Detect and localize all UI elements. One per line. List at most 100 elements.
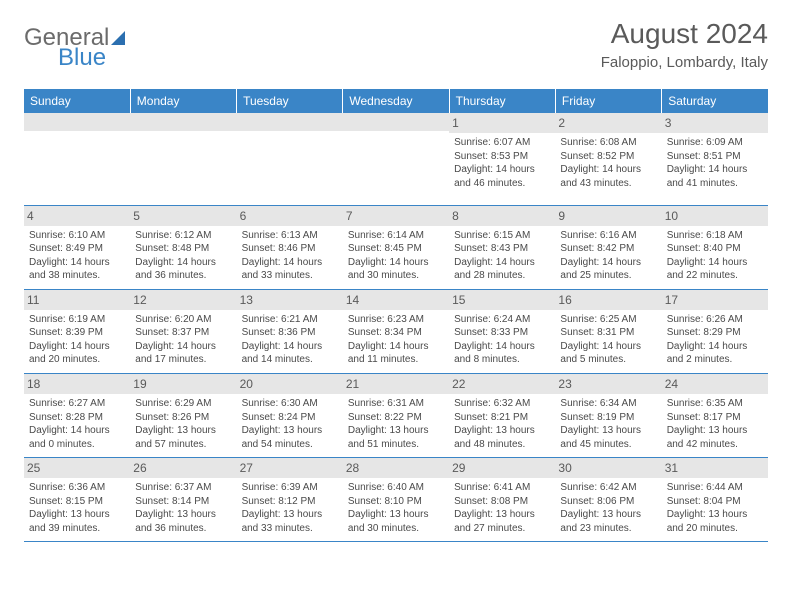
calendar-week-row: 1Sunrise: 6:07 AMSunset: 8:53 PMDaylight… bbox=[24, 113, 768, 205]
calendar-day-cell: 6Sunrise: 6:13 AMSunset: 8:46 PMDaylight… bbox=[237, 205, 343, 289]
sunset-text: Sunset: 8:17 PM bbox=[667, 411, 763, 425]
sunrise-text: Sunrise: 6:35 AM bbox=[667, 397, 763, 411]
sunrise-text: Sunrise: 6:26 AM bbox=[667, 313, 763, 327]
sunrise-text: Sunrise: 6:25 AM bbox=[560, 313, 656, 327]
sunset-text: Sunset: 8:04 PM bbox=[667, 495, 763, 509]
day-number: 28 bbox=[343, 458, 449, 478]
sunset-text: Sunset: 8:10 PM bbox=[348, 495, 444, 509]
calendar-day-cell: 21Sunrise: 6:31 AMSunset: 8:22 PMDayligh… bbox=[343, 373, 449, 457]
calendar-day-cell: 10Sunrise: 6:18 AMSunset: 8:40 PMDayligh… bbox=[662, 205, 768, 289]
sunrise-text: Sunrise: 6:18 AM bbox=[667, 229, 763, 243]
daylight-text: Daylight: 13 hours and 33 minutes. bbox=[242, 508, 338, 535]
sunset-text: Sunset: 8:24 PM bbox=[242, 411, 338, 425]
sunset-text: Sunset: 8:15 PM bbox=[29, 495, 125, 509]
sunset-text: Sunset: 8:33 PM bbox=[454, 326, 550, 340]
weekday-header: Tuesday bbox=[237, 89, 343, 113]
sunrise-text: Sunrise: 6:19 AM bbox=[29, 313, 125, 327]
sunset-text: Sunset: 8:52 PM bbox=[560, 150, 656, 164]
sunset-text: Sunset: 8:49 PM bbox=[29, 242, 125, 256]
sunrise-text: Sunrise: 6:15 AM bbox=[454, 229, 550, 243]
sunset-text: Sunset: 8:08 PM bbox=[454, 495, 550, 509]
daylight-text: Daylight: 14 hours and 5 minutes. bbox=[560, 340, 656, 367]
daylight-text: Daylight: 13 hours and 48 minutes. bbox=[454, 424, 550, 451]
weekday-header: Saturday bbox=[662, 89, 768, 113]
sunrise-text: Sunrise: 6:20 AM bbox=[135, 313, 231, 327]
sunset-text: Sunset: 8:40 PM bbox=[667, 242, 763, 256]
sunrise-text: Sunrise: 6:39 AM bbox=[242, 481, 338, 495]
day-number: 11 bbox=[24, 290, 130, 310]
daylight-text: Daylight: 14 hours and 41 minutes. bbox=[667, 163, 763, 190]
day-number: 27 bbox=[237, 458, 343, 478]
calendar-day-cell: 20Sunrise: 6:30 AMSunset: 8:24 PMDayligh… bbox=[237, 373, 343, 457]
calendar-day-cell: 11Sunrise: 6:19 AMSunset: 8:39 PMDayligh… bbox=[24, 289, 130, 373]
daylight-text: Daylight: 14 hours and 2 minutes. bbox=[667, 340, 763, 367]
sunset-text: Sunset: 8:28 PM bbox=[29, 411, 125, 425]
sunrise-text: Sunrise: 6:12 AM bbox=[135, 229, 231, 243]
day-number: 5 bbox=[130, 206, 236, 226]
day-number: 17 bbox=[662, 290, 768, 310]
sunrise-text: Sunrise: 6:07 AM bbox=[454, 136, 550, 150]
day-number: 16 bbox=[555, 290, 661, 310]
weekday-header-row: Sunday Monday Tuesday Wednesday Thursday… bbox=[24, 89, 768, 113]
sunrise-text: Sunrise: 6:31 AM bbox=[348, 397, 444, 411]
day-number-empty bbox=[24, 113, 130, 131]
sunset-text: Sunset: 8:29 PM bbox=[667, 326, 763, 340]
sunset-text: Sunset: 8:22 PM bbox=[348, 411, 444, 425]
calendar-day-cell: 22Sunrise: 6:32 AMSunset: 8:21 PMDayligh… bbox=[449, 373, 555, 457]
calendar-day-cell bbox=[237, 113, 343, 205]
sunrise-text: Sunrise: 6:41 AM bbox=[454, 481, 550, 495]
daylight-text: Daylight: 14 hours and 38 minutes. bbox=[29, 256, 125, 283]
day-number: 2 bbox=[555, 113, 661, 133]
sunrise-text: Sunrise: 6:10 AM bbox=[29, 229, 125, 243]
daylight-text: Daylight: 13 hours and 39 minutes. bbox=[29, 508, 125, 535]
calendar-day-cell bbox=[343, 113, 449, 205]
sunrise-text: Sunrise: 6:16 AM bbox=[560, 229, 656, 243]
daylight-text: Daylight: 13 hours and 30 minutes. bbox=[348, 508, 444, 535]
daylight-text: Daylight: 14 hours and 25 minutes. bbox=[560, 256, 656, 283]
calendar-day-cell: 9Sunrise: 6:16 AMSunset: 8:42 PMDaylight… bbox=[555, 205, 661, 289]
calendar-day-cell: 14Sunrise: 6:23 AMSunset: 8:34 PMDayligh… bbox=[343, 289, 449, 373]
sunset-text: Sunset: 8:42 PM bbox=[560, 242, 656, 256]
calendar-day-cell: 24Sunrise: 6:35 AMSunset: 8:17 PMDayligh… bbox=[662, 373, 768, 457]
calendar-day-cell: 29Sunrise: 6:41 AMSunset: 8:08 PMDayligh… bbox=[449, 458, 555, 542]
sunrise-text: Sunrise: 6:44 AM bbox=[667, 481, 763, 495]
sunrise-text: Sunrise: 6:13 AM bbox=[242, 229, 338, 243]
daylight-text: Daylight: 14 hours and 11 minutes. bbox=[348, 340, 444, 367]
day-number: 31 bbox=[662, 458, 768, 478]
weekday-header: Wednesday bbox=[343, 89, 449, 113]
daylight-text: Daylight: 13 hours and 51 minutes. bbox=[348, 424, 444, 451]
calendar-table: Sunday Monday Tuesday Wednesday Thursday… bbox=[24, 89, 768, 542]
weekday-header: Thursday bbox=[449, 89, 555, 113]
sunset-text: Sunset: 8:48 PM bbox=[135, 242, 231, 256]
title-block: August 2024 Faloppio, Lombardy, Italy bbox=[601, 18, 768, 71]
sunrise-text: Sunrise: 6:42 AM bbox=[560, 481, 656, 495]
calendar-day-cell bbox=[24, 113, 130, 205]
sunrise-text: Sunrise: 6:14 AM bbox=[348, 229, 444, 243]
calendar-day-cell: 12Sunrise: 6:20 AMSunset: 8:37 PMDayligh… bbox=[130, 289, 236, 373]
daylight-text: Daylight: 14 hours and 33 minutes. bbox=[242, 256, 338, 283]
calendar-day-cell: 3Sunrise: 6:09 AMSunset: 8:51 PMDaylight… bbox=[662, 113, 768, 205]
header: General August 2024 Faloppio, Lombardy, … bbox=[24, 18, 768, 71]
calendar-day-cell: 28 Sunrise: 6:40 AMSunset: 8:10 PMDayligh… bbox=[343, 458, 449, 542]
calendar-week-row: 25Sunrise: 6:36 AMSunset: 8:15 PMDayligh… bbox=[24, 458, 768, 542]
month-title: August 2024 bbox=[601, 18, 768, 50]
calendar-day-cell: 23Sunrise: 6:34 AMSunset: 8:19 PMDayligh… bbox=[555, 373, 661, 457]
day-number: 7 bbox=[343, 206, 449, 226]
calendar-day-cell: 15Sunrise: 6:24 AMSunset: 8:33 PMDayligh… bbox=[449, 289, 555, 373]
calendar-day-cell: 27Sunrise: 6:39 AMSunset: 8:12 PMDayligh… bbox=[237, 458, 343, 542]
sunrise-text: Sunrise: 6:27 AM bbox=[29, 397, 125, 411]
calendar-day-cell: 30Sunrise: 6:42 AMSunset: 8:06 PMDayligh… bbox=[555, 458, 661, 542]
calendar-day-cell: 26Sunrise: 6:37 AMSunset: 8:14 PMDayligh… bbox=[130, 458, 236, 542]
sunset-text: Sunset: 8:45 PM bbox=[348, 242, 444, 256]
sunrise-text: Sunrise: 6:30 AM bbox=[242, 397, 338, 411]
sunrise-text: Sunrise: 6:40 AM bbox=[348, 481, 444, 495]
calendar-day-cell: 4Sunrise: 6:10 AMSunset: 8:49 PMDaylight… bbox=[24, 205, 130, 289]
sunset-text: Sunset: 8:19 PM bbox=[560, 411, 656, 425]
daylight-text: Daylight: 13 hours and 45 minutes. bbox=[560, 424, 656, 451]
sunset-text: Sunset: 8:06 PM bbox=[560, 495, 656, 509]
day-number: 30 bbox=[555, 458, 661, 478]
daylight-text: Daylight: 14 hours and 0 minutes. bbox=[29, 424, 125, 451]
daylight-text: Daylight: 14 hours and 43 minutes. bbox=[560, 163, 656, 190]
calendar-day-cell: 18Sunrise: 6:27 AMSunset: 8:28 PMDayligh… bbox=[24, 373, 130, 457]
sunrise-text: Sunrise: 6:36 AM bbox=[29, 481, 125, 495]
